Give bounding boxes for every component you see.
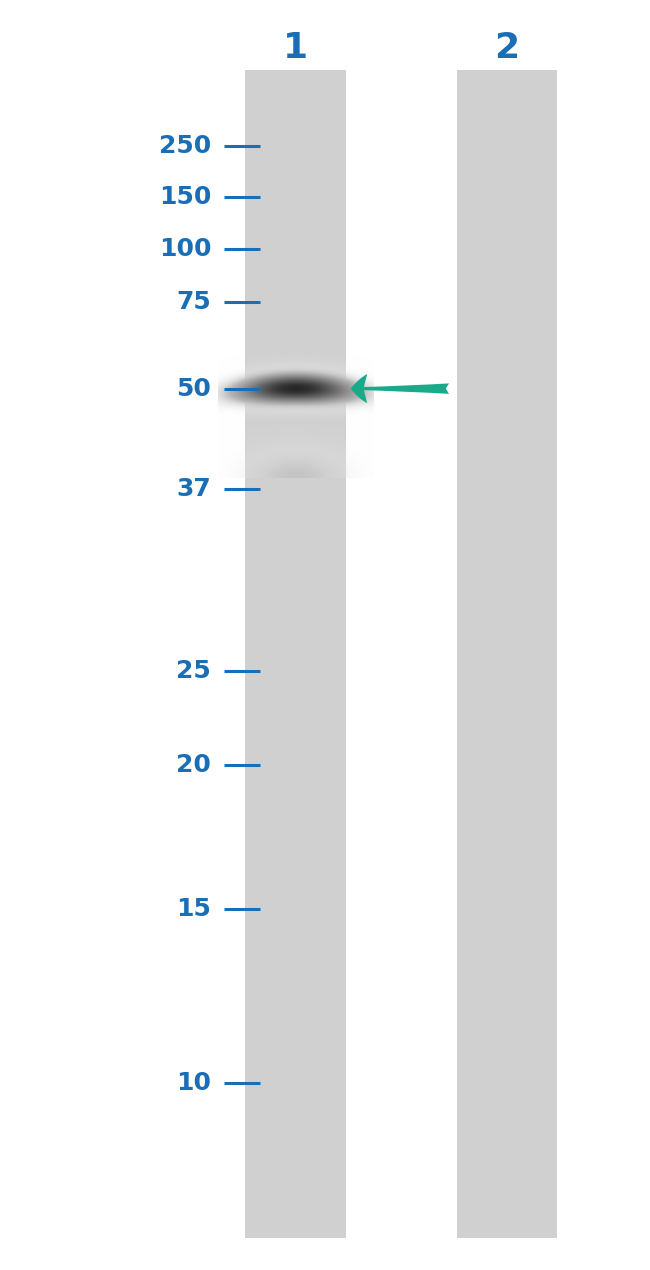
Text: 2: 2	[495, 32, 519, 65]
Text: 10: 10	[176, 1072, 211, 1095]
Text: 20: 20	[176, 753, 211, 776]
Text: 1: 1	[283, 32, 308, 65]
Text: 150: 150	[159, 185, 211, 208]
Text: 15: 15	[176, 898, 211, 921]
Text: 37: 37	[177, 478, 211, 500]
Bar	[456, 70, 558, 1238]
Text: 100: 100	[159, 237, 211, 260]
Bar	[246, 70, 346, 1238]
Text: 250: 250	[159, 135, 211, 157]
Text: 50: 50	[176, 377, 211, 400]
Text: 25: 25	[177, 659, 211, 682]
Text: 75: 75	[177, 291, 211, 314]
